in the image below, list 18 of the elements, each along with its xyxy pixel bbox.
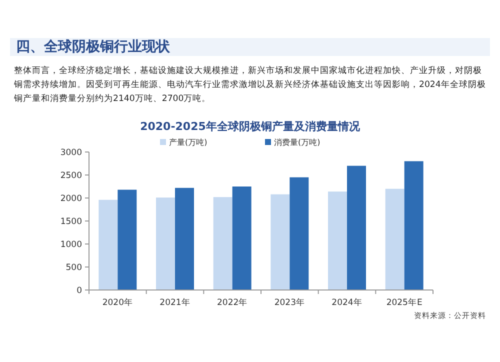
- y-tick-label: 500: [66, 263, 82, 273]
- x-tick-label: 2022年: [217, 297, 248, 308]
- y-tick-label: 0: [76, 286, 82, 296]
- y-tick-label: 2000: [60, 194, 82, 204]
- legend-label: 消费量(万吨): [274, 138, 320, 147]
- x-tick-label: 2024年: [332, 297, 362, 308]
- x-tick-label: 2023年: [274, 297, 305, 308]
- x-tick-label: 2025年E: [386, 297, 422, 308]
- y-tick-label: 1000: [60, 240, 82, 250]
- x-tick-label: 2020年: [102, 297, 133, 308]
- text: 四、全球阴极铜行业现状: [10, 38, 490, 56]
- chart-title: 2020-2025年全球阴极铜产量及消费量情况: [140, 120, 361, 133]
- x-tick-label: 2021年: [160, 297, 190, 308]
- y-tick-label: 1500: [60, 217, 82, 227]
- y-tick-label: 2500: [60, 171, 82, 181]
- text: 整体而言，全球经济稳定增长，基础设施建设大规模推进，新兴市场和发展中国家城市化进程加快、产业升级，对阴极铜需求持续增加。因受到可再生能源、电动汽车行业需求激增以及新兴经济体基础设施支出等因影响，2024年全球阴极铜产量和消费量分别约为2140万吨、2700万吨。: [14, 64, 486, 106]
- y-tick-label: 3000: [60, 148, 82, 158]
- legend-label: 产量(万吨): [169, 138, 208, 147]
